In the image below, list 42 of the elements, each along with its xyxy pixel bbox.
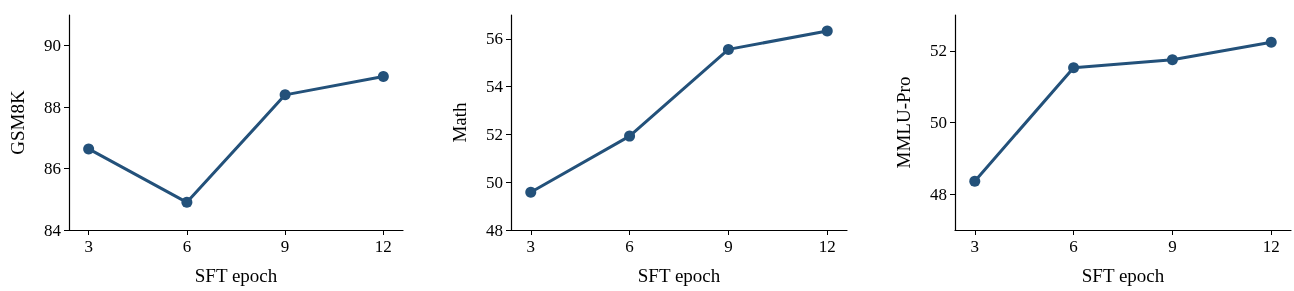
point: [1068, 62, 1080, 74]
point: [181, 196, 193, 208]
y-axis-title: GSM8K: [7, 90, 28, 155]
x-tick-label: 6: [625, 237, 634, 256]
point: [377, 70, 389, 82]
y-tick-label: 50: [930, 113, 947, 132]
x-axis-title: SFT epoch: [194, 265, 278, 286]
y-axis-title: MMLU-Pro: [893, 76, 914, 169]
x-tick-label: 9: [724, 237, 733, 256]
x-tick-label: 12: [1262, 237, 1280, 256]
point: [525, 186, 537, 198]
y-tick-label: 48: [930, 184, 947, 204]
x-tick-label: 9: [1168, 237, 1177, 256]
point: [821, 25, 833, 37]
y-tick-label: 88: [44, 97, 61, 117]
x-axis-title: SFT epoch: [1081, 265, 1165, 286]
y-tick-label: 52: [930, 41, 947, 61]
x-tick-label: 3: [526, 237, 536, 256]
point: [1265, 36, 1277, 48]
y-tick-label: 90: [44, 36, 61, 56]
x-tick-label: 9: [280, 237, 290, 256]
x-axis-title: SFT epoch: [637, 265, 721, 286]
y-tick-label: 52: [486, 124, 503, 144]
x-tick-label: 6: [1069, 237, 1078, 256]
point: [722, 43, 734, 55]
y-tick-label: 56: [486, 29, 503, 49]
x-tick-label: 12: [818, 237, 836, 256]
y-axis-title: Math: [449, 101, 470, 143]
x-tick-label: 12: [374, 237, 392, 256]
y-tick-label: 84: [44, 220, 62, 240]
x-tick-label: 3: [84, 237, 93, 256]
point: [1166, 54, 1178, 66]
point: [969, 175, 981, 187]
point: [279, 89, 291, 101]
point: [624, 130, 636, 142]
y-tick-label: 48: [486, 220, 503, 240]
point: [83, 143, 95, 155]
y-tick-label: 50: [486, 172, 503, 192]
x-tick-label: 3: [970, 237, 980, 256]
y-tick-label: 54: [486, 77, 504, 97]
y-tick-label: 86: [44, 159, 61, 179]
x-tick-label: 6: [182, 237, 192, 256]
